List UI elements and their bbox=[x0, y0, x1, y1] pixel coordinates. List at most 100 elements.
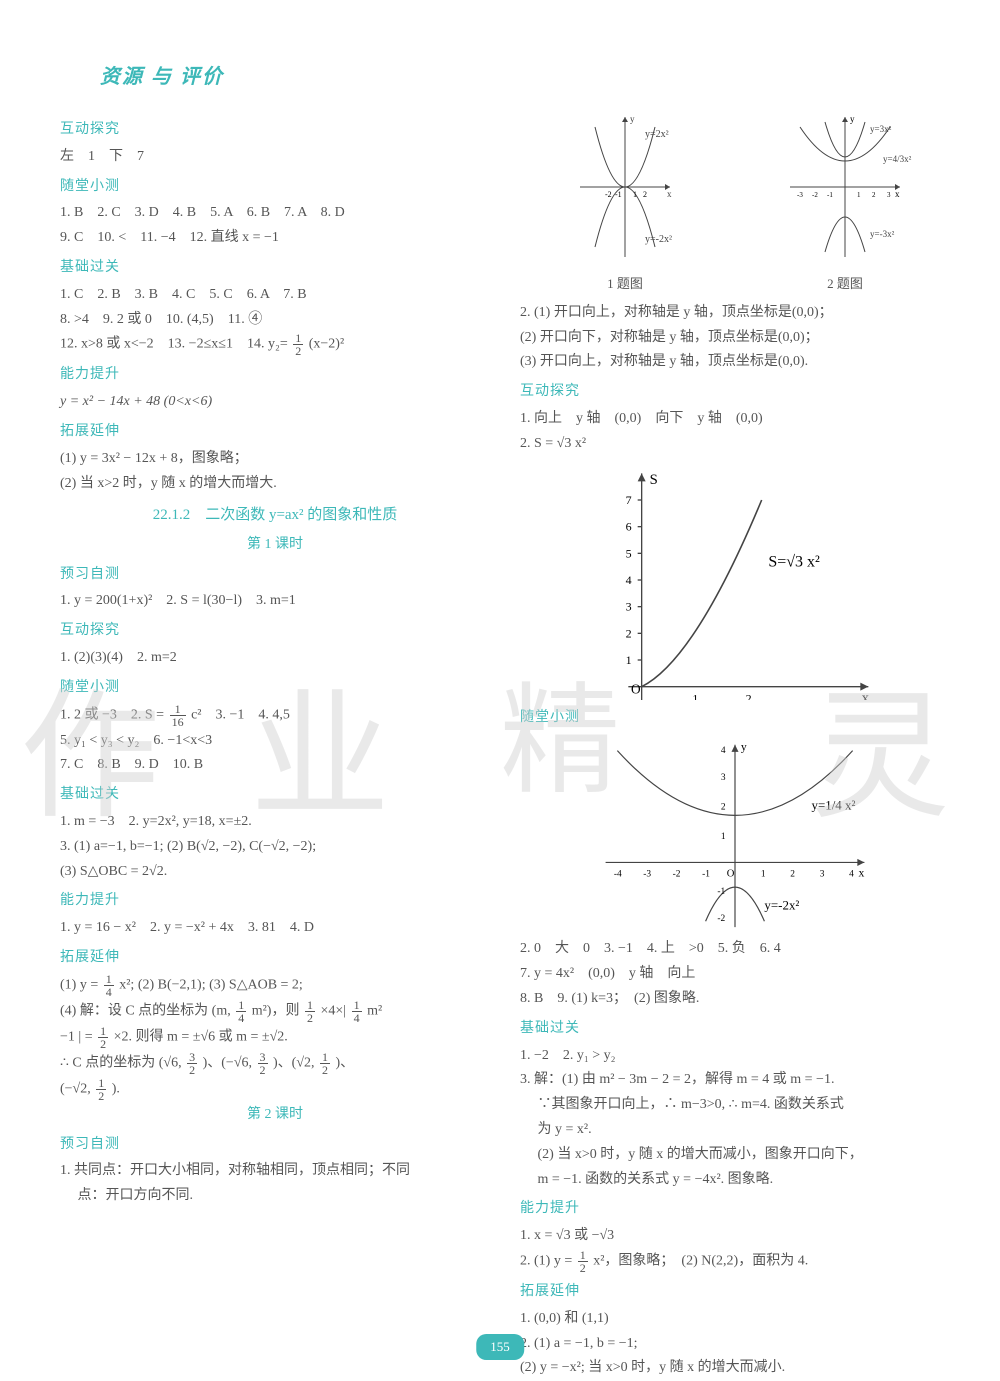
fraction: 32 bbox=[187, 1051, 197, 1076]
section-head: 能力提升 bbox=[60, 889, 490, 913]
svg-text:y=-3x²: y=-3x² bbox=[870, 229, 895, 239]
svg-text:x: x bbox=[859, 867, 865, 880]
svg-text:y=3x²: y=3x² bbox=[870, 124, 892, 134]
text-line: 5. y₁ < y₃ < y₂ 6. −1<x<3 bbox=[60, 729, 490, 753]
section-head: 预习自测 bbox=[60, 1133, 490, 1157]
text-line: 1. −2 2. y₁ > y₂ bbox=[520, 1044, 950, 1068]
svg-text:-1: -1 bbox=[827, 191, 833, 199]
page-number: 155 bbox=[476, 1334, 524, 1360]
svg-text:-2: -2 bbox=[717, 915, 725, 925]
svg-text:x: x bbox=[667, 189, 672, 199]
fraction: 12 bbox=[98, 1025, 108, 1050]
parabola-graph-icon: y=2x² y=-2x² x y -2-1 12 bbox=[545, 112, 705, 262]
section-head: 互动探究 bbox=[520, 380, 950, 404]
text-line: 8. B 9. (1) k=3； (2) 图象略. bbox=[520, 987, 950, 1011]
svg-text:1: 1 bbox=[692, 691, 698, 699]
section-head: 互动探究 bbox=[60, 619, 490, 643]
text-line: m = −1. 函数的关系式 y = −4x². 图象略. bbox=[520, 1168, 950, 1192]
text-line: 1. m = −3 2. y=2x², y=18, x=±2. bbox=[60, 810, 490, 834]
text: (−√2, bbox=[60, 1082, 94, 1097]
svg-text:1: 1 bbox=[633, 190, 637, 199]
text-line: 7. y = 4x² (0,0) y 轴 向上 bbox=[520, 962, 950, 986]
text: m²)，则 bbox=[252, 1004, 303, 1019]
text-line: ∵其图象开口向上，∴ m−3>0, ∴ m=4. 函数关系式 bbox=[520, 1093, 950, 1117]
svg-text:-2: -2 bbox=[673, 870, 681, 880]
text-line: 2. S = √3 x² bbox=[520, 432, 950, 456]
svg-text:O: O bbox=[727, 869, 735, 880]
text-line: 7. C 8. B 9. D 10. B bbox=[60, 753, 490, 777]
svg-text:1: 1 bbox=[721, 832, 726, 842]
svg-text:y=-2x²: y=-2x² bbox=[764, 898, 799, 913]
section-head: 随堂小测 bbox=[520, 706, 950, 730]
svg-text:2: 2 bbox=[721, 803, 726, 813]
fraction: 12 bbox=[578, 1249, 588, 1274]
text-line: 12. x>8 或 x<−2 13. −2≤x≤1 14. y₂= 12 (x−… bbox=[60, 332, 490, 357]
left-column: 互动探究 左 1 下 7 随堂小测 1. B 2. C 3. D 4. B 5.… bbox=[60, 112, 490, 1381]
svg-text:2: 2 bbox=[643, 190, 647, 199]
svg-text:y=1/4 x²: y=1/4 x² bbox=[811, 798, 855, 813]
text: c² 3. −1 4. 4,5 bbox=[191, 707, 290, 722]
text-line: 3. (1) a=−1, b=−1; (2) B(√2, −2), C(−√2,… bbox=[60, 835, 490, 859]
section-title: 22.1.2 二次函数 y=ax² 的图象和性质 bbox=[60, 503, 490, 529]
svg-text:-3: -3 bbox=[797, 191, 803, 199]
text-line: 2. 0 大 0 3. −1 4. 上 >0 5. 负 6. 4 bbox=[520, 937, 950, 961]
svg-text:y=2x²: y=2x² bbox=[645, 129, 669, 140]
fraction: 12 bbox=[305, 999, 315, 1024]
text: ). bbox=[112, 1082, 120, 1097]
text-line: 左 1 下 7 bbox=[60, 145, 490, 169]
fraction: 14 bbox=[236, 999, 246, 1024]
text: (x−2)² bbox=[309, 337, 344, 352]
text-line: 3. 解：(1) 由 m² − 3m − 2 = 2，解得 m = 4 或 m … bbox=[520, 1068, 950, 1092]
svg-text:y=-2x²: y=-2x² bbox=[645, 234, 672, 245]
svg-text:7: 7 bbox=[626, 493, 632, 507]
text-line: (3) S△OBC = 2√2. bbox=[60, 860, 490, 884]
svg-text:O: O bbox=[631, 681, 641, 696]
svg-text:4: 4 bbox=[849, 870, 854, 880]
text-line: y = x² − 14x + 48 (0<x<6) bbox=[60, 390, 490, 414]
svg-text:-2: -2 bbox=[605, 190, 612, 199]
section-head: 互动探究 bbox=[60, 118, 490, 142]
text: ∴ C 点的坐标为 (√6, bbox=[60, 1056, 185, 1071]
text-line: 1. 向上 y 轴 (0,0) 向下 y 轴 (0,0) bbox=[520, 407, 950, 431]
text-line: (2) 开口向下，对称轴是 y 轴，顶点坐标是(0,0)； bbox=[520, 326, 950, 350]
graph-1: y=2x² y=-2x² x y -2-1 12 1 题图 bbox=[545, 112, 705, 295]
text: ×4×| bbox=[320, 1004, 349, 1019]
svg-text:y: y bbox=[850, 114, 855, 124]
svg-text:-4: -4 bbox=[614, 870, 622, 880]
text-line: 1. (0,0) 和 (1,1) bbox=[520, 1307, 950, 1331]
text-line: (−√2, 12 ). bbox=[60, 1077, 490, 1102]
fraction: 14 bbox=[352, 999, 362, 1024]
text-line: 1. (2)(3)(4) 2. m=2 bbox=[60, 646, 490, 670]
svg-text:3: 3 bbox=[721, 774, 726, 784]
svg-text:1: 1 bbox=[626, 653, 632, 667]
graph-2: y=3x² y=4/3x² y=-3x² xy -3-2-1 123 2 题图 bbox=[765, 112, 925, 295]
text-line: 点：开口方向不同. bbox=[60, 1184, 490, 1208]
text: (4) 解：设 C 点的坐标为 (m, bbox=[60, 1004, 234, 1019]
svg-text:5: 5 bbox=[626, 546, 632, 560]
text-line: ∴ C 点的坐标为 (√6, 32 )、(−√6, 32 )、(√2, 12 )… bbox=[60, 1051, 490, 1076]
section-head: 基础过关 bbox=[60, 256, 490, 280]
text: 1. 2 或 −3 2. S = bbox=[60, 707, 168, 722]
svg-text:6: 6 bbox=[626, 519, 632, 533]
svg-text:3: 3 bbox=[887, 191, 891, 199]
text-line: 1. y = 200(1+x)² 2. S = l(30−l) 3. m=1 bbox=[60, 589, 490, 613]
section-head: 拓展延伸 bbox=[60, 946, 490, 970]
text-line: 1. x = √3 或 −√3 bbox=[520, 1224, 950, 1248]
text-line: (2) 当 x>0 时，y 随 x 的增大而减小，图象开口向下， bbox=[520, 1143, 950, 1167]
text-line: 9. C 10. < 11. −4 12. 直线 x = −1 bbox=[60, 226, 490, 250]
section-head: 基础过关 bbox=[60, 783, 490, 807]
graph-caption: 1 题图 bbox=[545, 273, 705, 295]
text-line: 2. (1) a = −1, b = −1; bbox=[520, 1332, 950, 1356]
text: x²，图象略； (2) N(2,2)，面积为 4. bbox=[593, 1254, 808, 1269]
section-head: 能力提升 bbox=[520, 1197, 950, 1221]
text: )、(√2, bbox=[273, 1056, 318, 1071]
svg-text:2: 2 bbox=[626, 626, 632, 640]
parabola-graph-pair: y=1/4 x² y=-2x² xy O -4-3 -2-1 12 34 12 … bbox=[575, 733, 895, 933]
section-head: 预习自测 bbox=[60, 563, 490, 587]
svg-text:-1: -1 bbox=[702, 870, 710, 880]
subsection-title: 第 2 课时 bbox=[60, 1103, 490, 1127]
text-line: (1) y = 3x² − 12x + 8，图象略； bbox=[60, 447, 490, 471]
svg-text:S: S bbox=[650, 472, 658, 488]
svg-text:-1: -1 bbox=[615, 190, 622, 199]
fraction: 12 bbox=[320, 1051, 330, 1076]
